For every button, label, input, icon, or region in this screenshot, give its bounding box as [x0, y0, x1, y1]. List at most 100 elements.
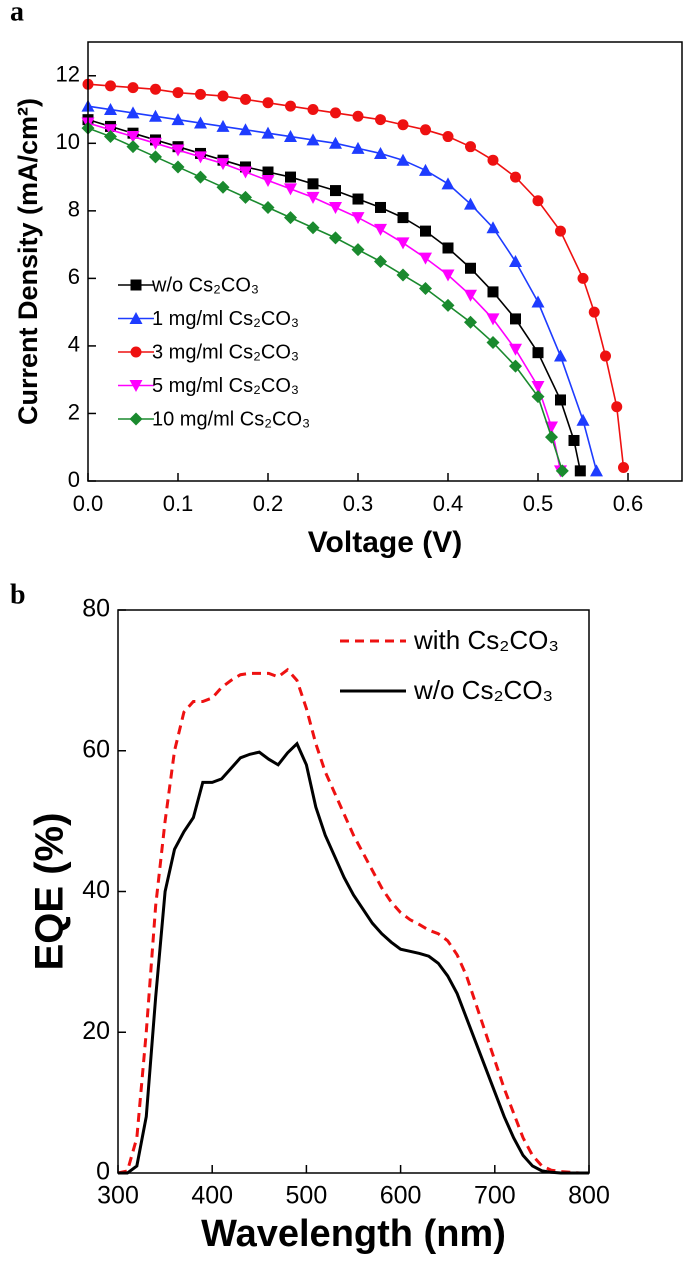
- marker: [126, 131, 140, 144]
- y-tick-label: 0: [68, 467, 80, 492]
- x-tick-label: 0.3: [343, 491, 374, 516]
- plot-frame: [87, 41, 683, 482]
- legend-label: with Cs₂CO₃: [413, 625, 559, 655]
- marker: [600, 350, 611, 362]
- marker: [306, 133, 320, 146]
- marker: [351, 212, 365, 225]
- legend-label: w/o Cs₂CO₃: [413, 675, 553, 705]
- marker: [486, 221, 500, 234]
- marker: [284, 130, 297, 143]
- x-tick-label: 0.4: [433, 491, 464, 516]
- marker: [351, 243, 365, 257]
- marker: [441, 269, 455, 282]
- marker: [396, 153, 410, 166]
- marker: [216, 180, 230, 194]
- marker: [464, 197, 477, 210]
- legend-marker: [130, 279, 142, 291]
- x-tick-label: 600: [380, 1182, 422, 1210]
- x-tick-label: 0.6: [613, 491, 644, 516]
- x-tick-label: 700: [474, 1182, 516, 1210]
- marker: [441, 298, 455, 312]
- marker: [127, 82, 139, 94]
- marker: [555, 225, 566, 237]
- marker: [531, 295, 545, 308]
- x-axis-title: Voltage (V): [308, 526, 462, 559]
- marker: [150, 83, 161, 95]
- x-tick-label: 800: [568, 1182, 610, 1210]
- marker: [351, 141, 365, 154]
- marker: [509, 255, 522, 267]
- series-line: [117, 667, 589, 1175]
- marker: [374, 223, 387, 236]
- marker: [576, 413, 590, 426]
- legend-marker: [129, 412, 143, 426]
- marker: [284, 211, 297, 225]
- marker: [104, 130, 117, 144]
- x-tick-label: 0.2: [253, 491, 284, 516]
- marker: [486, 336, 500, 350]
- x-tick-label: 500: [286, 1182, 328, 1210]
- legend-label: w/o Cs₂CO₃: [151, 274, 259, 296]
- marker: [239, 123, 252, 136]
- marker: [375, 201, 386, 213]
- marker: [240, 93, 251, 105]
- marker: [261, 200, 275, 214]
- marker: [239, 166, 252, 179]
- marker: [284, 183, 297, 196]
- marker: [375, 114, 386, 126]
- marker: [216, 158, 230, 171]
- marker: [329, 136, 342, 149]
- marker: [618, 461, 629, 473]
- marker: [509, 359, 522, 373]
- marker: [568, 434, 580, 446]
- marker: [171, 160, 185, 174]
- marker: [510, 313, 521, 325]
- series-line: [87, 105, 598, 472]
- legend-marker: [129, 380, 143, 392]
- marker: [555, 464, 569, 478]
- marker: [532, 347, 544, 359]
- y-tick-label: 80: [82, 595, 110, 623]
- marker: [105, 80, 116, 92]
- marker: [442, 131, 454, 143]
- marker: [306, 221, 320, 235]
- marker: [442, 242, 454, 254]
- plot-frame: [117, 609, 590, 1174]
- marker: [194, 170, 207, 184]
- marker: [465, 141, 476, 153]
- marker: [352, 110, 364, 122]
- marker: [149, 150, 162, 164]
- marker: [509, 343, 522, 356]
- marker: [149, 137, 162, 150]
- marker: [611, 401, 623, 413]
- marker: [588, 306, 600, 318]
- y-tick-label: 4: [68, 332, 80, 357]
- marker: [420, 124, 431, 136]
- marker: [545, 421, 558, 434]
- panel-label: b: [10, 579, 26, 610]
- marker: [149, 109, 162, 122]
- marker: [285, 171, 296, 183]
- y-axis-title: Current Density (mA/cm²): [13, 98, 43, 425]
- marker: [307, 178, 319, 190]
- marker: [261, 174, 275, 187]
- marker: [419, 282, 432, 296]
- marker: [172, 87, 184, 99]
- marker: [574, 465, 586, 477]
- x-axis-title: Wavelength (nm): [201, 1213, 506, 1255]
- x-tick-label: 0.1: [163, 491, 194, 516]
- y-tick-label: 20: [82, 1017, 110, 1045]
- marker: [397, 212, 409, 224]
- panel-label: a: [10, 0, 24, 27]
- marker: [330, 107, 341, 119]
- marker: [420, 225, 431, 237]
- marker: [531, 380, 545, 393]
- marker: [465, 262, 476, 274]
- marker: [486, 313, 500, 326]
- marker: [126, 140, 140, 154]
- marker: [554, 349, 567, 362]
- y-axis-title: EQE (%): [28, 813, 72, 971]
- marker: [419, 252, 432, 265]
- legend-label: 10 mg/ml Cs₂CO₃: [152, 408, 310, 430]
